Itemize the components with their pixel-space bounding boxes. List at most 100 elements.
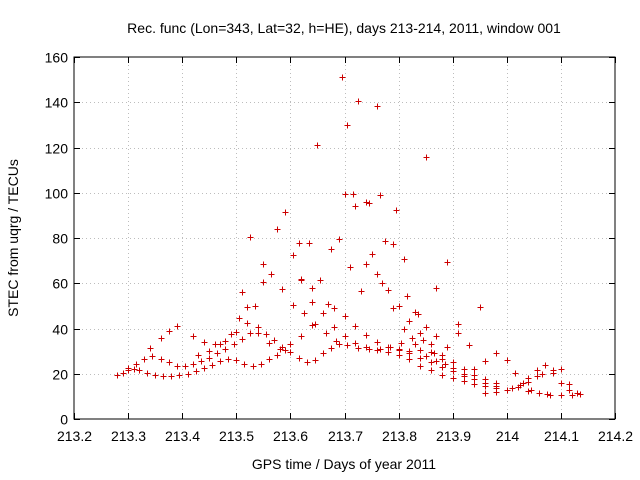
data-point xyxy=(133,361,140,368)
data-point xyxy=(144,370,151,377)
data-point xyxy=(344,122,351,129)
data-point xyxy=(298,333,305,340)
data-point xyxy=(401,256,408,263)
data-point xyxy=(331,305,338,312)
data-point xyxy=(439,356,446,363)
x-tick-label: 214.2 xyxy=(598,428,633,444)
series-arc-tail-mid xyxy=(298,277,500,392)
y-tick-label: 160 xyxy=(45,50,69,66)
data-point xyxy=(401,326,408,333)
data-point xyxy=(542,362,549,369)
series-arc-late-bottom xyxy=(482,384,584,399)
data-point xyxy=(347,264,354,271)
data-point xyxy=(131,366,138,373)
data-point xyxy=(566,387,573,394)
x-tick-label: 213.4 xyxy=(165,428,200,444)
data-point xyxy=(412,341,419,348)
data-point xyxy=(309,285,316,292)
data-point xyxy=(455,321,462,328)
data-point xyxy=(439,372,446,379)
data-point xyxy=(406,350,413,357)
data-point xyxy=(377,346,384,353)
y-tick-label: 120 xyxy=(45,141,69,157)
data-point xyxy=(228,331,235,338)
data-point xyxy=(247,234,254,241)
data-point xyxy=(406,318,413,325)
data-point xyxy=(244,304,251,311)
data-point xyxy=(374,271,381,278)
data-point xyxy=(374,339,381,346)
data-point xyxy=(149,353,156,360)
data-point xyxy=(214,350,221,357)
y-tick-label: 60 xyxy=(52,276,68,292)
data-point xyxy=(466,342,473,349)
data-point xyxy=(417,347,424,354)
data-point xyxy=(387,344,394,351)
data-point xyxy=(320,350,327,357)
data-point xyxy=(296,240,303,247)
data-point xyxy=(393,207,400,214)
x-tick-label: 213.2 xyxy=(57,428,92,444)
data-point xyxy=(166,359,173,366)
data-point xyxy=(282,347,289,354)
data-point xyxy=(274,226,281,233)
data-point xyxy=(550,367,557,374)
data-point xyxy=(461,371,468,378)
data-point xyxy=(439,364,446,371)
data-point xyxy=(233,357,240,364)
data-point xyxy=(328,246,335,253)
data-point xyxy=(509,385,516,392)
data-point xyxy=(423,324,430,331)
data-point xyxy=(504,387,511,394)
data-point xyxy=(515,384,522,391)
data-point xyxy=(301,310,308,317)
data-point xyxy=(450,375,457,382)
data-point xyxy=(525,388,532,395)
y-tick-label: 40 xyxy=(52,322,68,338)
y-tick-label: 20 xyxy=(52,367,68,383)
x-tick-label: 214 xyxy=(496,428,520,444)
series-arc-late-2 xyxy=(525,366,573,388)
data-point xyxy=(493,383,500,390)
series-arc-hump-2 xyxy=(195,271,449,368)
x-tick-label: 213.8 xyxy=(382,428,417,444)
data-point xyxy=(304,359,311,366)
data-point xyxy=(444,344,451,351)
data-point xyxy=(352,323,359,330)
data-point xyxy=(190,333,197,340)
data-point xyxy=(433,358,440,365)
data-point xyxy=(342,333,349,340)
data-point xyxy=(525,379,532,386)
data-point xyxy=(352,203,359,210)
data-point xyxy=(277,346,284,353)
x-tick-label: 213.6 xyxy=(273,428,308,444)
data-point xyxy=(558,366,565,373)
data-point xyxy=(239,289,246,296)
data-point xyxy=(328,345,335,352)
data-point xyxy=(482,380,489,387)
data-point xyxy=(528,387,535,394)
data-point xyxy=(412,309,419,316)
data-point xyxy=(201,339,208,346)
data-point xyxy=(336,236,343,243)
series-arc-mid-early xyxy=(125,324,343,372)
data-point xyxy=(193,368,200,375)
data-point xyxy=(471,366,478,373)
data-point xyxy=(290,302,297,309)
x-tick-label: 214.1 xyxy=(544,428,579,444)
data-point xyxy=(417,363,424,370)
data-point xyxy=(198,358,205,365)
data-point xyxy=(336,341,343,348)
data-point xyxy=(342,313,349,320)
data-point xyxy=(287,341,294,348)
data-point xyxy=(444,259,451,266)
data-point xyxy=(398,340,405,347)
data-point xyxy=(274,352,281,359)
data-point xyxy=(404,293,411,300)
data-point xyxy=(206,355,213,362)
data-point xyxy=(298,277,305,284)
data-point xyxy=(482,358,489,365)
data-point xyxy=(120,370,127,377)
data-point xyxy=(450,359,457,366)
data-point xyxy=(258,361,265,368)
